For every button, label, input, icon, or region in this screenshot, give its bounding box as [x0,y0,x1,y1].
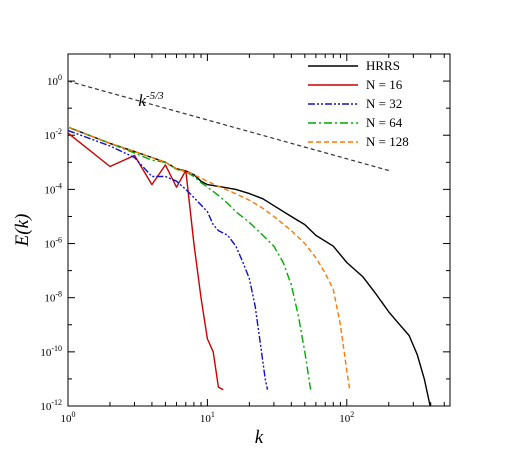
x-tick-label: 102 [339,410,354,425]
y-axis-title: E(k) [12,214,33,248]
legend-label-1: HRRS [366,58,400,73]
legend-label-3: N = 32 [366,96,402,111]
legend-label-5: N = 128 [366,134,409,149]
y-tick-label: 100 [47,73,62,88]
x-tick-label: 100 [61,410,76,425]
series-layer [68,80,431,406]
y-tick-label: 10-6 [44,236,62,251]
series-line-3 [68,129,269,390]
slope-annotation: k-5/3 [138,90,164,110]
y-tick-label: 10-2 [44,127,62,142]
plot-frame [67,53,451,407]
legend-label-4: N = 64 [366,115,403,130]
y-tick-label: 10-10 [40,344,62,359]
y-tick-label: 10-8 [44,290,62,305]
legend: HRRS N = 16 N = 32 N = 64 N = 128 [308,58,409,149]
annotation-layer: k-5/3 [138,90,164,110]
axis-ticks: 100 101 102 100 10-2 10-4 10-6 10-8 10-10 10-12 [40,53,450,425]
series-line-4 [68,126,312,390]
x-tick-label: 101 [200,410,215,425]
y-tick-label: 10-12 [40,398,62,413]
series-line-1 [68,126,431,406]
series-line-2 [68,132,224,391]
y-tick-label: 10-4 [44,181,62,196]
series-line-5 [68,126,351,390]
legend-label-2: N = 16 [366,77,403,92]
reference-slope-line [68,80,389,172]
x-axis-title: k [255,427,264,448]
